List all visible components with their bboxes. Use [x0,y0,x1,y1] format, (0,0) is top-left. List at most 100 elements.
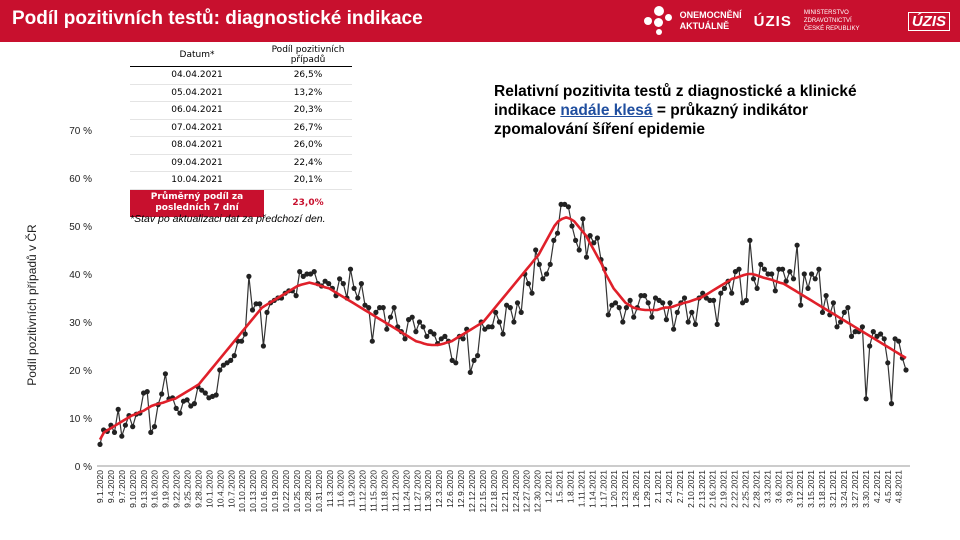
data-point [663,317,670,323]
data-point [228,357,234,363]
data-point [758,261,764,267]
data-point [173,405,179,411]
data-point [246,273,252,279]
data-point [257,301,263,307]
y-tick-label: 0 % [75,462,92,473]
data-point [638,293,644,299]
x-tick-label: 9.19.2020 [161,470,171,508]
data-point [525,281,532,287]
x-tick-label: 11.12.2020 [358,470,368,512]
commentary-text: Relativní pozitivita testů z diagnostick… [494,82,884,139]
data-point [97,441,103,447]
x-tick-label: 2.13.2021 [697,470,707,508]
x-tick-label: 10.13.2020 [248,470,258,513]
x-tick-label: 9.13.2020 [139,470,149,508]
x-tick-label: 9.16.2020 [150,470,160,508]
data-point [297,269,303,275]
x-tick-label: 10.22.2020 [281,470,291,513]
data-point [573,237,579,243]
x-tick-label: 1.26.2021 [631,470,641,508]
x-tick-label: 11.21.2020 [390,470,400,512]
x-tick-label: 10.4.2020 [215,470,225,508]
data-point [783,278,789,284]
table-row: 08.04.2021 26,0% [130,136,352,155]
table-cell-date: 09.04.2021 [130,154,265,172]
dots-icon [643,6,674,36]
footnote: *Stav po aktualizaci dat za předchozí de… [130,213,326,225]
logo-text-line1: ONEMOCNĚNÍ [679,10,742,20]
daily-share-line [99,203,907,445]
x-tick-label: 1.2.2021 [544,470,554,503]
x-tick-label: 11.27.2020 [412,470,422,512]
logo-strip: ONEMOCNĚNÍ AKTUÁLNĚ ÚZIS MINISTERSTVO ZD… [643,5,950,37]
x-tick-label: 2.22.2021 [730,470,740,508]
data-point [514,300,521,306]
data-point [841,309,847,315]
data-point [148,429,154,435]
data-point [511,319,517,325]
data-point [801,271,807,277]
x-tick-label: 9.22.2020 [172,470,182,508]
x-tick-label: 9.7.2020 [117,470,127,503]
data-point [685,319,691,325]
data-point [482,326,488,332]
data-point [311,269,317,275]
x-tick-label: 4.2.2021 [872,470,882,503]
avg-label: Průměrný podíl za posledních 7 dní [130,189,265,217]
data-point [765,271,771,277]
data-point [667,300,673,306]
data-point [888,401,895,407]
data-point [845,305,851,311]
data-point [707,297,713,303]
table-row: 05.04.2021 13,2% [130,84,352,102]
data-point [620,319,626,325]
data-point [645,300,651,306]
data-point [253,301,259,307]
data-point [391,305,397,311]
x-tick-label: 12.18.2020 [489,470,499,513]
data-point [424,333,430,339]
data-point [242,331,248,337]
data-point [776,266,782,272]
header-bar: Podíl pozitivních testů: diagnostické in… [0,0,960,42]
data-point [711,297,717,303]
data-point [852,329,858,335]
data-point [769,271,775,277]
ministry-line2: ČESKÉ REPUBLIKY [803,26,860,32]
data-point [533,247,539,253]
data-point [475,353,481,359]
x-tick-label: 2.10.2021 [686,470,696,508]
logo-text-line2: AKTUÁLNĚ [679,21,730,31]
y-tick-label: 60 % [69,174,92,185]
table-cell-date: 06.04.2021 [130,101,265,120]
data-point [493,309,499,315]
data-point [718,290,724,296]
data-point [689,309,695,315]
data-point [504,302,510,308]
x-tick-label: 2.7.2021 [675,470,685,503]
table-cell-value: 26,7% [264,119,352,137]
data-point [834,324,840,330]
x-tick-label: 9.4.2020 [106,470,116,503]
x-tick-label: 3.12.2021 [795,470,805,508]
x-tick-label: 2.25.2021 [741,470,751,508]
y-tick-label: 30 % [69,318,92,329]
ministry-line1: MINISTERSTVO ZDRAVOTNICTVÍ [803,10,852,24]
data-point [387,314,394,320]
data-point [293,293,299,299]
data-point [863,396,869,402]
data-point [859,324,866,330]
data-point [130,424,136,430]
data-point [885,360,891,366]
data-point [460,336,466,342]
comment-part1: Relativní pozitivita testů z diagnostick… [494,83,857,119]
data-point [631,314,637,320]
data-point [740,300,746,306]
x-tick-label: 2.1.2021 [653,470,663,503]
data-point [199,387,205,393]
x-tick-label: 3.21.2021 [828,470,838,508]
data-point [787,269,793,275]
data-point [587,233,593,239]
data-point [151,424,158,430]
x-tick-label: 1.11.2021 [576,470,586,507]
